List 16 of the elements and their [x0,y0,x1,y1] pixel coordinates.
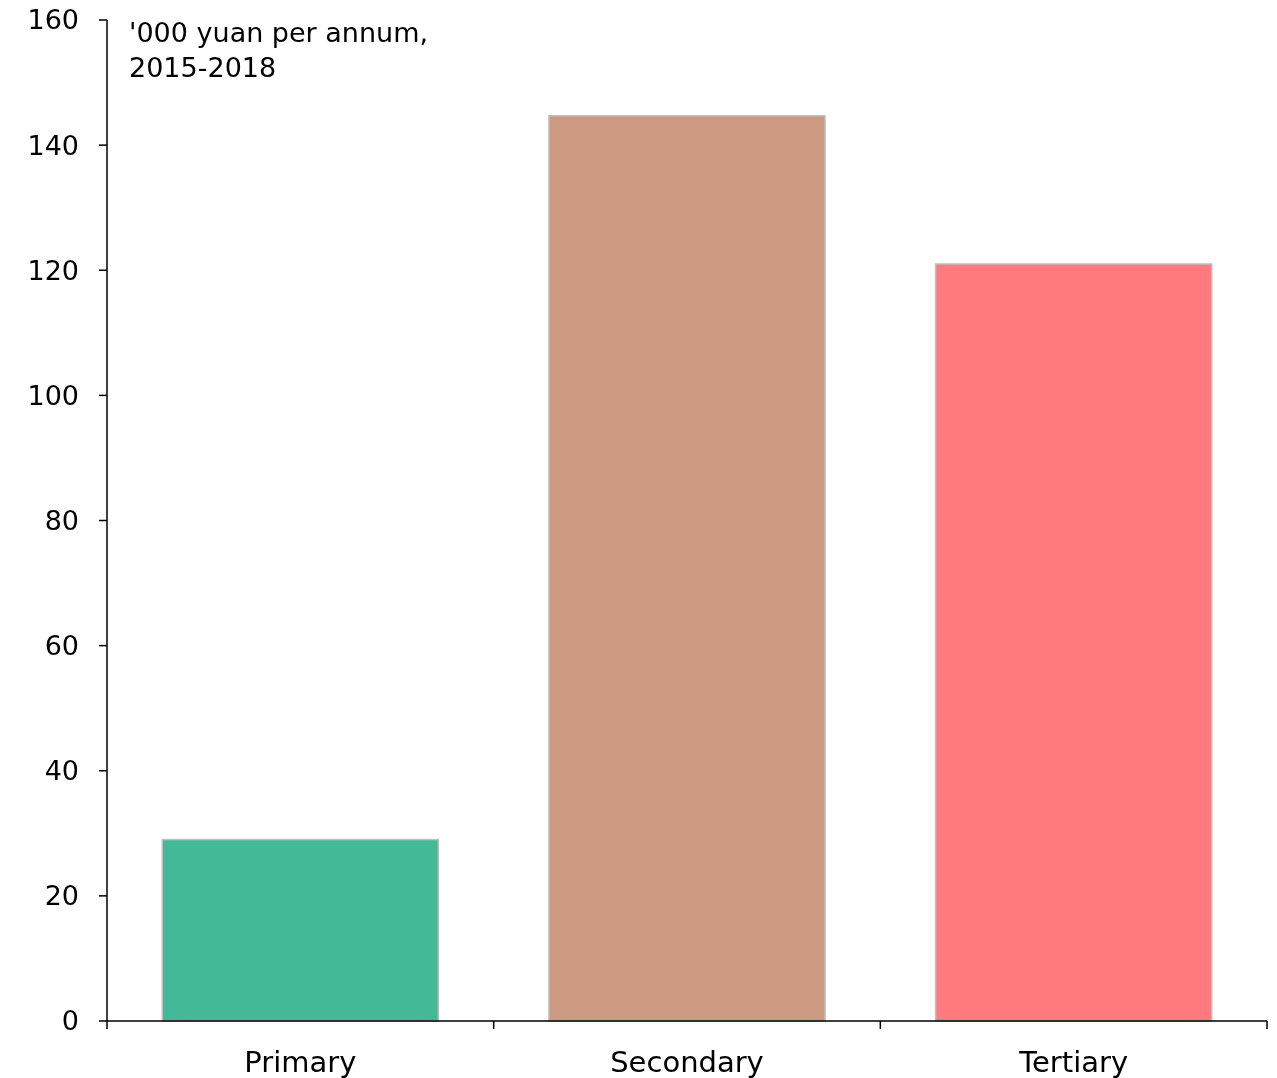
y-tick-label: 60 [44,630,79,662]
y-tick-label: 140 [27,129,79,161]
y-tick-label: 40 [44,755,79,787]
y-tick-label: 120 [27,254,79,286]
y-tick-label: 100 [27,379,79,411]
y-tick-label: 160 [27,4,79,36]
y-tick-label: 20 [44,880,79,912]
x-tick-label: Secondary [610,1045,764,1078]
bar [548,114,826,1022]
y-tick-label: 0 [61,1005,79,1037]
x-tick-label: Tertiary [1018,1045,1129,1078]
bar [934,263,1213,1022]
bar [161,838,440,1022]
annotation: '000 yuan per annum, 2015-2018 [129,17,429,83]
x-tick-label: Primary [244,1045,357,1078]
y-tick-label: 80 [44,504,79,536]
